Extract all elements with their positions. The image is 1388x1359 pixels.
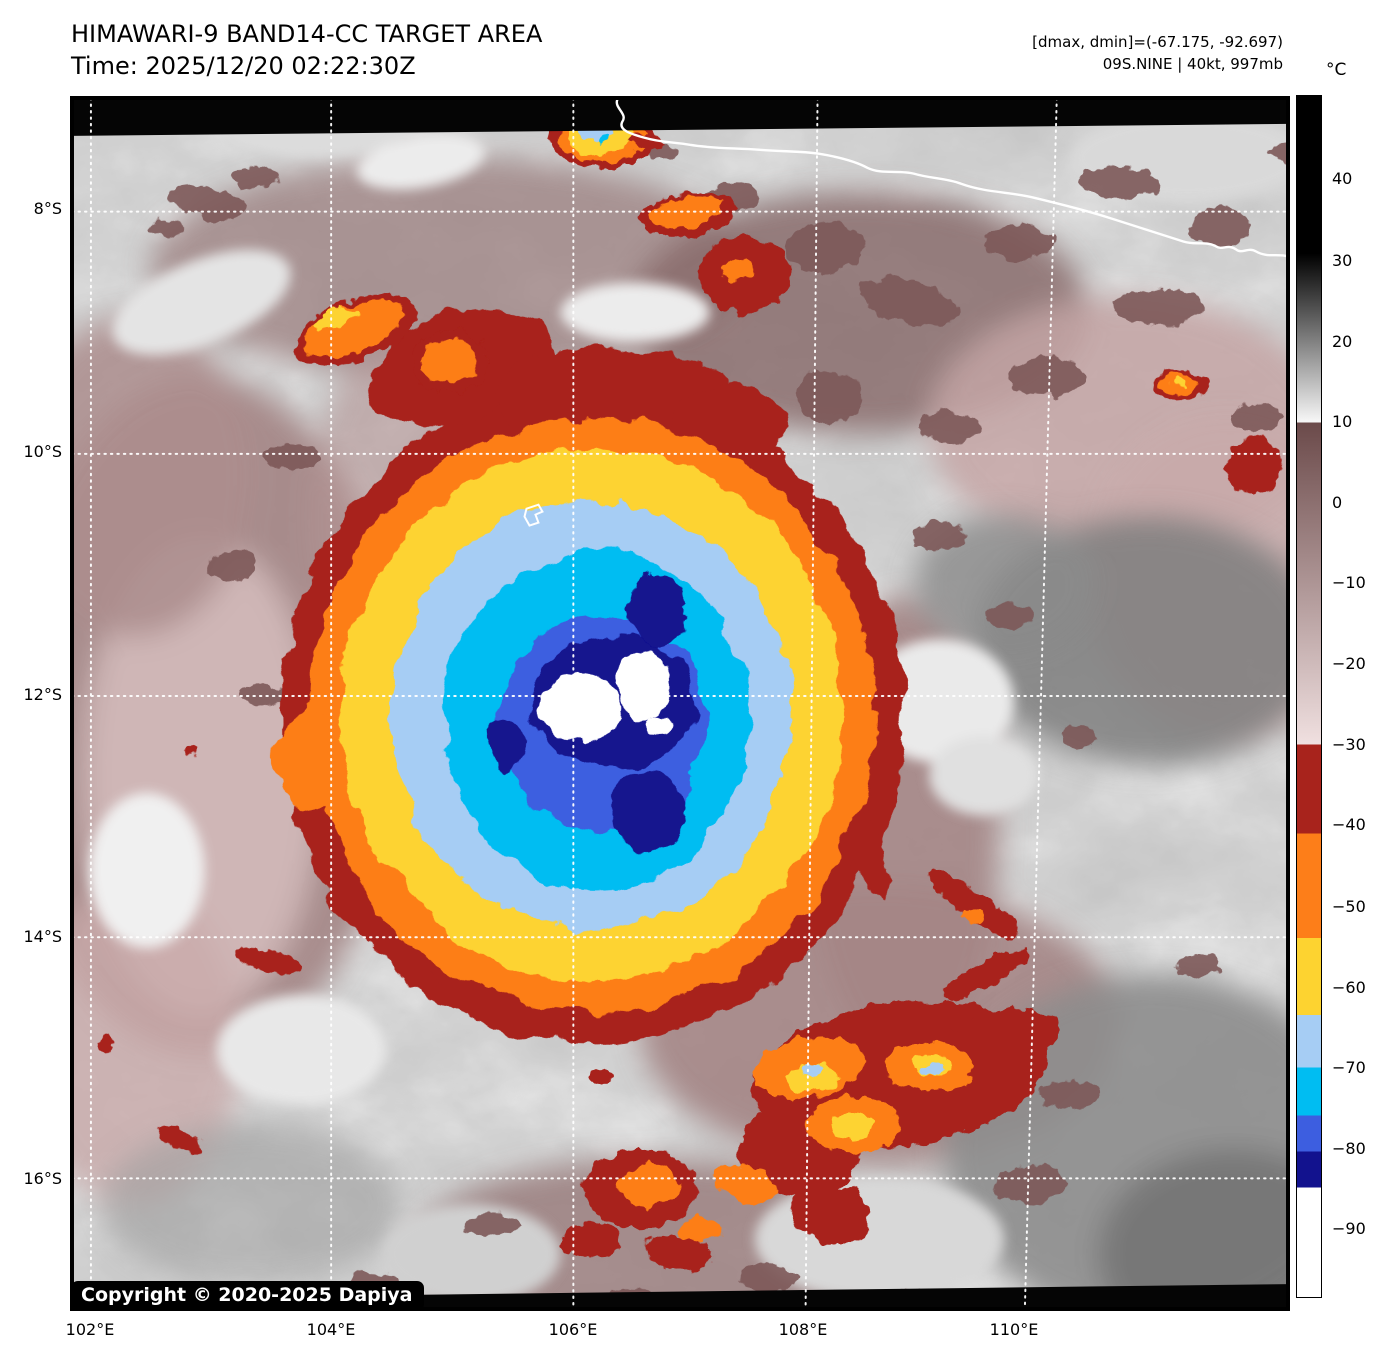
colorbar-tick-label: −50 bbox=[1332, 897, 1366, 917]
latitude-axis-label: 14°S bbox=[23, 927, 62, 946]
meridian-gridline bbox=[804, 98, 819, 1309]
latitude-axis-label: 8°S bbox=[33, 199, 62, 218]
graticule-gridlines bbox=[72, 98, 1288, 1309]
dmax-dmin-annotation: [dmax, dmin]=(-67.175, -92.697) bbox=[1032, 33, 1283, 51]
colorbar-tick-label: −30 bbox=[1332, 734, 1366, 754]
colorbar bbox=[1296, 95, 1322, 1298]
longitude-axis-label: 108°E bbox=[778, 1320, 828, 1339]
latitude-axis-label: 10°S bbox=[23, 442, 62, 461]
colorbar-tick-label: 20 bbox=[1332, 331, 1353, 351]
time-label: Time: 2025/12/20 02:22:30Z bbox=[71, 52, 416, 80]
no-data-wedge-top bbox=[72, 98, 1288, 136]
map-border bbox=[72, 98, 1288, 1309]
colorbar-tick-label: −60 bbox=[1332, 977, 1366, 997]
latitude-axis-label: 16°S bbox=[23, 1169, 62, 1188]
satellite-image bbox=[72, 98, 1288, 1309]
colorbar-tick-label: 0 bbox=[1332, 492, 1343, 512]
colorbar-tick-label: 30 bbox=[1332, 251, 1353, 270]
page-title: HIMAWARI-9 BAND14-CC TARGET AREA bbox=[71, 20, 543, 48]
storm-info-annotation: 09S.NINE | 40kt, 997mb bbox=[1102, 55, 1283, 73]
longitude-axis-label: 104°E bbox=[306, 1320, 356, 1339]
colorbar-tick-label: −20 bbox=[1332, 654, 1366, 674]
copyright-badge: Copyright © 2020-2025 Dapiya bbox=[71, 1281, 425, 1311]
colorbar-tick-label: −40 bbox=[1332, 815, 1366, 835]
meridian-gridline bbox=[1023, 98, 1058, 1309]
colorbar-tick-label: −10 bbox=[1332, 573, 1366, 593]
latitude-axis-label: 12°S bbox=[23, 685, 62, 704]
colorbar-tick-labels: 40 30 20 10 0 −10 −20 −30 −40 −50 −60 −70 −80 −90 bbox=[1332, 95, 1386, 1298]
coastline-java bbox=[615, 98, 1288, 259]
longitude-axis-label: 110°E bbox=[989, 1320, 1039, 1339]
colorbar-tick-label: 40 bbox=[1332, 169, 1353, 189]
colorbar-unit-label: °C bbox=[1326, 60, 1347, 80]
colorbar-tick-label: −70 bbox=[1332, 1058, 1366, 1078]
colorbar-tick-label: −80 bbox=[1332, 1138, 1366, 1158]
longitude-axis-label: 102°E bbox=[65, 1320, 115, 1339]
island-outline bbox=[523, 503, 544, 527]
colorbar-tick-label: −90 bbox=[1332, 1219, 1366, 1239]
longitude-axis-label: 106°E bbox=[548, 1320, 598, 1339]
satellite-map bbox=[70, 96, 1290, 1311]
cyclone-cdo-rings bbox=[274, 306, 904, 1042]
colorbar-tick-label: 10 bbox=[1332, 412, 1353, 432]
